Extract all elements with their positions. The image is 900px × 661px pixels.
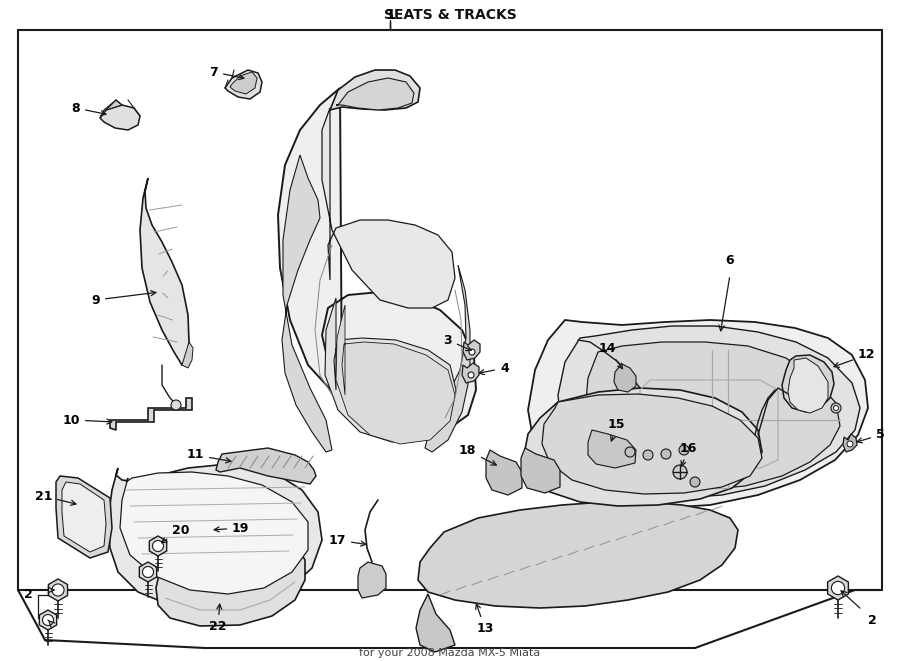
Polygon shape <box>462 363 479 383</box>
Text: 1: 1 <box>385 8 395 22</box>
Text: 1: 1 <box>385 8 395 22</box>
Text: 20: 20 <box>161 524 190 543</box>
Text: 22: 22 <box>209 604 227 633</box>
Polygon shape <box>614 364 636 392</box>
Polygon shape <box>425 265 470 452</box>
Circle shape <box>832 582 844 595</box>
Circle shape <box>847 441 853 447</box>
Text: 10: 10 <box>62 414 112 426</box>
Polygon shape <box>528 320 868 508</box>
Polygon shape <box>336 305 455 444</box>
Polygon shape <box>322 108 455 308</box>
Polygon shape <box>463 340 480 360</box>
Polygon shape <box>100 105 140 130</box>
Text: 17: 17 <box>328 533 366 547</box>
Circle shape <box>52 584 64 596</box>
Circle shape <box>690 477 700 487</box>
Polygon shape <box>336 78 414 110</box>
Circle shape <box>831 403 841 413</box>
Polygon shape <box>330 70 420 110</box>
Polygon shape <box>156 535 305 626</box>
Polygon shape <box>230 72 257 94</box>
Polygon shape <box>40 610 57 630</box>
Polygon shape <box>558 326 860 498</box>
Text: 3: 3 <box>444 334 472 350</box>
Polygon shape <box>149 536 166 556</box>
Polygon shape <box>110 398 192 430</box>
Text: 8: 8 <box>71 102 106 116</box>
Polygon shape <box>56 476 112 558</box>
Circle shape <box>679 445 689 455</box>
Circle shape <box>142 566 154 578</box>
Polygon shape <box>524 388 762 506</box>
Circle shape <box>469 349 475 355</box>
Text: for your 2008 Mazda MX-5 Miata: for your 2008 Mazda MX-5 Miata <box>359 648 541 658</box>
Text: 2: 2 <box>868 613 877 627</box>
Text: 15: 15 <box>608 418 626 441</box>
Polygon shape <box>108 465 322 610</box>
Text: 16: 16 <box>680 442 698 466</box>
Text: 13: 13 <box>476 604 494 635</box>
Text: 11: 11 <box>186 449 231 463</box>
Text: 4: 4 <box>479 362 508 375</box>
Text: 12: 12 <box>834 348 876 368</box>
Circle shape <box>171 400 181 410</box>
Polygon shape <box>828 576 849 600</box>
Text: 7: 7 <box>209 65 244 79</box>
Polygon shape <box>588 430 636 468</box>
Text: 19: 19 <box>214 522 249 535</box>
Polygon shape <box>521 448 560 493</box>
Polygon shape <box>416 594 455 652</box>
Polygon shape <box>120 472 308 594</box>
Polygon shape <box>542 394 762 494</box>
Text: SEATS & TRACKS: SEATS & TRACKS <box>383 8 517 22</box>
Polygon shape <box>788 358 828 413</box>
Polygon shape <box>140 562 157 582</box>
Text: 6: 6 <box>725 254 734 266</box>
Polygon shape <box>282 155 332 452</box>
Polygon shape <box>486 450 522 495</box>
Polygon shape <box>843 434 857 452</box>
Circle shape <box>661 449 671 459</box>
Circle shape <box>152 541 164 551</box>
Polygon shape <box>782 355 834 412</box>
Circle shape <box>833 405 839 410</box>
Text: 14: 14 <box>598 342 623 369</box>
Text: 18: 18 <box>459 444 496 465</box>
Polygon shape <box>49 579 68 601</box>
Text: 21: 21 <box>34 490 76 505</box>
Polygon shape <box>358 562 386 598</box>
Polygon shape <box>100 100 122 118</box>
Polygon shape <box>325 298 456 442</box>
Circle shape <box>643 450 653 460</box>
Polygon shape <box>140 178 189 365</box>
Text: 5: 5 <box>857 428 885 443</box>
Polygon shape <box>182 342 193 368</box>
Circle shape <box>42 615 53 625</box>
Polygon shape <box>418 502 738 608</box>
Circle shape <box>673 465 687 479</box>
Polygon shape <box>278 88 476 430</box>
Circle shape <box>468 372 474 378</box>
Polygon shape <box>62 482 106 552</box>
Polygon shape <box>216 448 316 484</box>
Text: 9: 9 <box>92 291 156 307</box>
Circle shape <box>625 447 635 457</box>
Polygon shape <box>585 342 840 490</box>
Polygon shape <box>225 70 262 99</box>
Text: 2: 2 <box>23 588 32 602</box>
